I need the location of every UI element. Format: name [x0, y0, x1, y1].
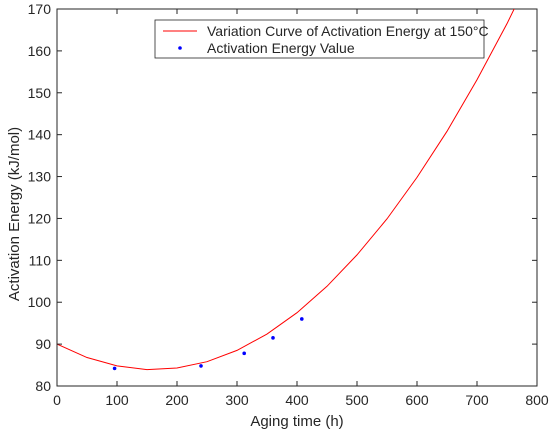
plot-area	[56, 8, 538, 387]
x-tick-label: 600	[405, 392, 429, 408]
y-tick-label: 80	[35, 378, 51, 394]
y-tick-label: 120	[28, 210, 52, 226]
y-tick-label: 150	[28, 85, 52, 101]
x-tick-label: 100	[105, 392, 129, 408]
activation-energy-point	[112, 366, 117, 371]
x-axis-label: Aging time (h)	[250, 413, 343, 430]
y-tick-label: 130	[28, 169, 52, 185]
fitted-curve-line	[57, 9, 515, 371]
legend-point-swatch	[178, 46, 182, 50]
legend-label: Variation Curve of Activation Energy at …	[207, 23, 489, 39]
activation-energy-point	[199, 364, 203, 368]
x-tick-label: 200	[165, 392, 189, 408]
x-tick-label: 800	[525, 392, 549, 408]
legend-box	[154, 19, 485, 59]
y-tick-label: 140	[28, 127, 52, 143]
y-tick-label: 90	[35, 336, 51, 352]
y-axis-ticks: 80 90 100 110 120 130 140 150 160 170	[28, 1, 537, 394]
plot-frame	[56, 8, 538, 387]
x-tick-label: 0	[53, 392, 61, 408]
x-tick-label: 300	[225, 392, 249, 408]
y-tick-label: 100	[28, 294, 52, 310]
x-axis-ticks: 0 100 200 300 400 500 600 700 800	[53, 9, 549, 408]
y-tick-label: 160	[28, 43, 52, 59]
activation-energy-point	[271, 336, 275, 340]
x-tick-label: 700	[465, 392, 489, 408]
y-axis-label: Activation Energy (kJ/mol)	[6, 127, 23, 301]
y-tick-label: 110	[29, 252, 52, 268]
activation-energy-point	[300, 317, 304, 321]
x-tick-label: 400	[285, 392, 309, 408]
x-tick-label: 500	[345, 392, 369, 408]
series-group	[57, 9, 515, 371]
legend: Variation Curve of Activation Energy at …	[154, 19, 489, 59]
y-tick-label: 170	[28, 1, 52, 17]
activation-energy-point	[242, 351, 246, 356]
legend-label: Activation Energy Value	[207, 40, 355, 56]
